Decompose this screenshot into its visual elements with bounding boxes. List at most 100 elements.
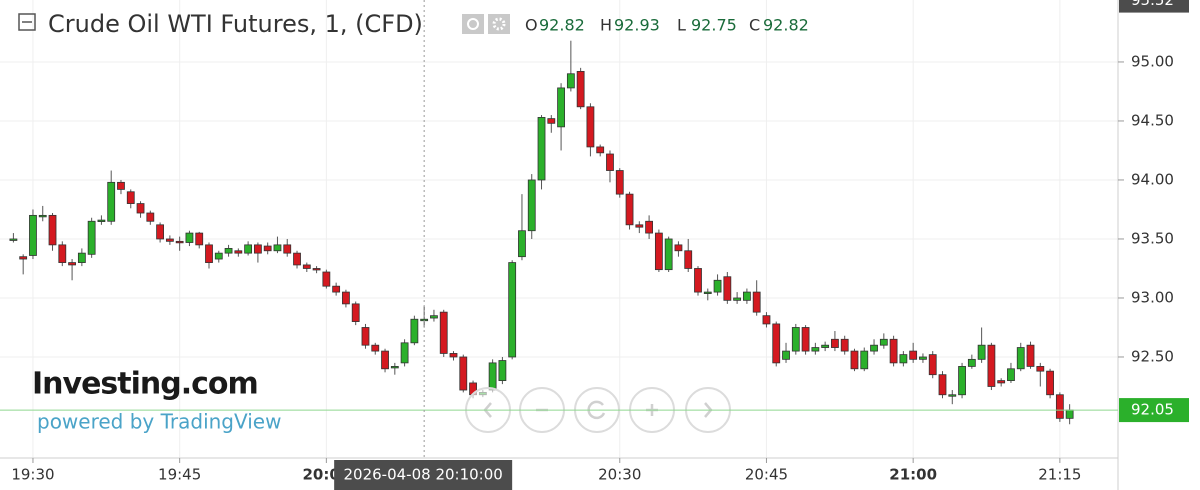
candle-body [410, 318, 419, 344]
candle-body [68, 262, 76, 266]
visibility-icon [467, 18, 479, 30]
candle-body [576, 70, 585, 108]
candle-body [29, 214, 37, 256]
visibility-button[interactable] [462, 14, 484, 34]
candle-body [840, 338, 849, 352]
candle-body [870, 344, 878, 352]
candle-body [165, 238, 174, 242]
candle-body [87, 220, 96, 255]
candle-body [224, 248, 233, 254]
candle-body [488, 362, 497, 391]
candle-body [899, 354, 908, 364]
candle-body [195, 232, 204, 246]
candle-body [498, 360, 507, 381]
settings-icon [492, 17, 506, 31]
last-price-label: 92.05 [1131, 401, 1174, 419]
candle-body [811, 347, 820, 352]
candle-body [703, 291, 712, 294]
candle-body [615, 170, 624, 195]
candle-body [312, 268, 321, 271]
candle-body [390, 366, 399, 369]
candle-body [214, 252, 223, 260]
candle-body [743, 291, 751, 301]
candle-body [772, 323, 781, 364]
candle-body [253, 244, 262, 254]
crosshair-time-box [334, 460, 513, 490]
candle-body [762, 315, 771, 325]
ohlc-label: H [600, 16, 612, 35]
y-tick-label: 93.50 [1131, 229, 1174, 247]
candle-body [1007, 368, 1015, 381]
candle-body [263, 245, 272, 252]
candle-body [77, 252, 86, 263]
candle-body [782, 350, 790, 360]
candle-body [126, 191, 135, 204]
brand-logo: Investing.com [32, 367, 258, 402]
candle-body [381, 350, 389, 370]
settings-button[interactable] [488, 14, 510, 34]
candle-body [889, 338, 898, 364]
candle-body [1016, 347, 1025, 370]
candle-body [547, 118, 556, 124]
candle-body [831, 338, 839, 348]
candle-body [518, 230, 526, 258]
y-tick-label: 95.00 [1131, 52, 1174, 70]
candle-body [48, 214, 57, 246]
candle-body [684, 250, 693, 269]
candle-body [38, 214, 47, 218]
x-tick-label: 20:45 [745, 466, 788, 484]
last-price-box [1119, 398, 1189, 423]
candle-body [1065, 409, 1074, 419]
ohlc-label: L [677, 16, 686, 35]
candle-body [371, 344, 380, 352]
candle-body [58, 244, 67, 263]
candle-body [185, 232, 194, 243]
candle-body [938, 374, 947, 396]
ohlc-value: 92.82 [539, 16, 585, 35]
candle-body [1055, 394, 1064, 419]
candle-body [136, 203, 145, 214]
candle-body [909, 350, 918, 360]
candle-body [234, 250, 243, 254]
candle-body [1036, 366, 1045, 372]
candle-body [821, 344, 830, 348]
candle-body [645, 220, 653, 234]
reset-icon [587, 400, 606, 420]
candle-body [694, 268, 702, 293]
candle-body [273, 244, 282, 252]
candle-body [117, 181, 125, 190]
candle-body [625, 193, 634, 226]
candle-body [566, 73, 575, 89]
candle-body [430, 315, 438, 319]
collapse-button[interactable] [18, 13, 36, 31]
y-tick-label: 92.50 [1131, 347, 1174, 365]
candle-body [361, 327, 370, 346]
candle-body [1046, 370, 1054, 396]
ohlc-value: 92.93 [614, 16, 660, 35]
crosshair-price-box [1119, 0, 1189, 13]
candle-body [596, 146, 605, 154]
candle-body [801, 327, 810, 352]
ohlc-label: O [525, 16, 538, 35]
candle-body [654, 232, 663, 271]
x-tick-label: 19:30 [11, 466, 54, 484]
candle-body [107, 181, 116, 222]
candle-body [459, 356, 468, 391]
candle-body [948, 394, 957, 397]
candles [9, 40, 1074, 425]
candle-body [9, 238, 18, 241]
candle-body [723, 276, 732, 301]
candle-body [527, 179, 536, 232]
candle-body [332, 285, 341, 293]
candle-body [1026, 344, 1035, 367]
x-tick-label: 21:15 [1038, 466, 1081, 484]
candle-body [508, 262, 517, 358]
x-tick-label: 21:00 [889, 466, 937, 484]
candle-body [752, 291, 761, 313]
candle-body [351, 303, 360, 322]
candle-body [146, 212, 155, 222]
candle-body [635, 224, 644, 228]
candle-body [342, 291, 350, 305]
candle-body [322, 271, 331, 287]
